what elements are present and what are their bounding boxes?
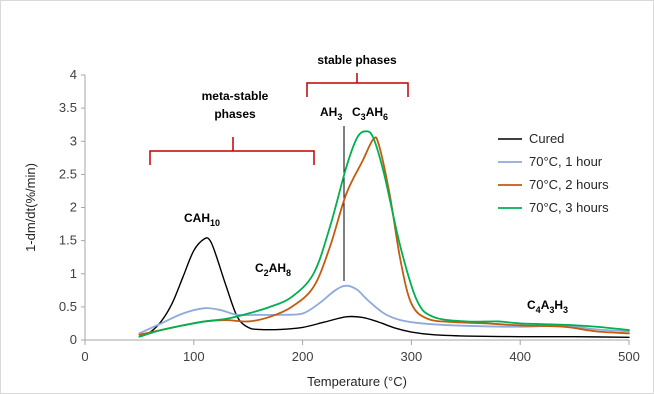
y-tick-label: 2.5	[59, 166, 77, 181]
y-tick-label: 1	[70, 266, 77, 281]
annotation-c2ah8-2: 2	[264, 268, 269, 278]
x-axis-label: Temperature (°C)	[307, 374, 407, 389]
annotation-ah3-base: AH	[320, 105, 337, 119]
annotation-cah10-sub: 10	[210, 218, 220, 228]
series-line-3	[138, 136, 630, 336]
legend-label: 70°C, 3 hours	[529, 200, 609, 215]
annotation-c4a3h3-3a: 3	[549, 305, 554, 315]
annotation-c3ah6: C3AH6	[352, 105, 388, 122]
legend-label: Cured	[529, 131, 564, 146]
annotation-c4a3h3-3b: 3	[563, 305, 568, 315]
y-axis-label: 1-dm/dt(%/min)	[23, 163, 38, 252]
y-tick-label: 3	[70, 133, 77, 148]
x-tick-label: 100	[183, 349, 205, 364]
annotation-c2ah8-8: 8	[286, 268, 291, 278]
x-tick-label: 0	[81, 349, 88, 364]
annotation-c2ah8-c: C	[255, 261, 264, 275]
annotation-c3ah6-c: C	[352, 105, 361, 119]
x-tick-label: 300	[401, 349, 423, 364]
annotation-c3ah6-6: 6	[383, 112, 388, 122]
annotation-cah10: CAH10	[184, 211, 220, 228]
y-tick-label: 3.5	[59, 100, 77, 115]
annotation-ah3-sub: 3	[337, 112, 342, 122]
series-line-2	[138, 284, 630, 335]
series-group	[138, 130, 630, 339]
meta-stable-bracket	[149, 137, 315, 165]
x-tick-label: 500	[618, 349, 640, 364]
annotation-c3ah6-ah: AH	[366, 105, 383, 119]
annotation-c4a3h3-c: C	[527, 298, 536, 312]
y-tick-label: 0	[70, 332, 77, 347]
annotation-meta-stable-line1: meta-stable	[202, 89, 269, 103]
x-tick-label: 400	[509, 349, 531, 364]
y-tick-label: 4	[70, 67, 77, 82]
annotation-ah3: AH3	[320, 105, 342, 122]
series-line-4	[138, 130, 630, 338]
x-tick-label: 200	[292, 349, 314, 364]
annotation-c4a3h3-h: H	[554, 298, 563, 312]
y-tick-label: 2	[70, 200, 77, 215]
annotation-c2ah8: C2AH8	[255, 261, 291, 278]
annotation-c3ah6-3: 3	[361, 112, 366, 122]
series-line-1	[138, 237, 630, 339]
y-tick-label: 0.5	[59, 299, 77, 314]
annotation-c4a3h3-4: 4	[536, 305, 541, 315]
legend: Cured 70°C, 1 hour 70°C, 2 hours 70°C, 3 ho…	[498, 131, 609, 215]
annotations: meta-stable phases stable phases CAH10 C…	[149, 53, 568, 315]
y-tick-label: 1.5	[59, 233, 77, 248]
stable-bracket	[306, 73, 409, 97]
annotation-c4a3h3: C4A3H3	[527, 298, 568, 315]
legend-label: 70°C, 1 hour	[529, 154, 603, 169]
annotation-meta-stable-line2: phases	[214, 107, 256, 121]
legend-label: 70°C, 2 hours	[529, 177, 609, 192]
axes-group: 0 0.5 1 1.5 2 2.5 3 3.5 4 0 100 200 300 400 500 Tempera…	[23, 67, 640, 389]
annotation-c2ah8-ah: AH	[269, 261, 286, 275]
annotation-cah10-base: CAH	[184, 211, 210, 225]
annotation-stable-phases: stable phases	[317, 53, 397, 67]
annotation-c4a3h3-a: A	[541, 298, 550, 312]
